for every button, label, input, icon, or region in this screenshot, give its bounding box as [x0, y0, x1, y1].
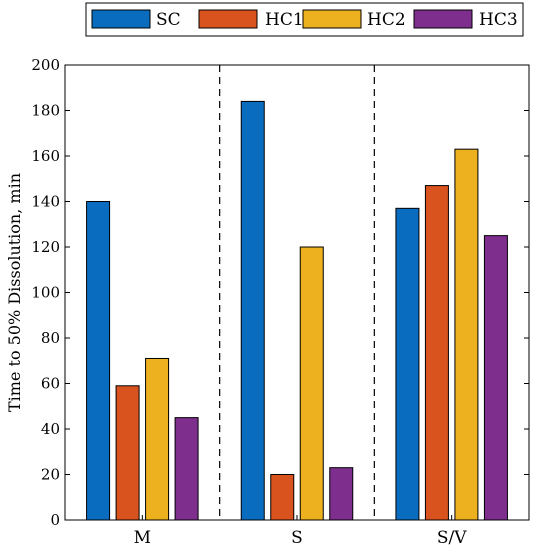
y-axis-ticks: 0 20 40 60 80 100 120 140 160 180 200 [31, 56, 529, 529]
y-tick-label: 60 [41, 375, 60, 393]
legend-label-hc1: HC1 [265, 10, 304, 30]
legend: SC HC1 HC2 HC3 [85, 2, 524, 37]
x-tick-label: S [291, 528, 303, 548]
y-tick-label: 120 [31, 238, 60, 256]
y-tick-label: 20 [41, 466, 60, 484]
legend-label-hc3: HC3 [479, 10, 518, 30]
x-axis-ticks: M S S/V [134, 515, 467, 548]
bar-hc3-s [329, 467, 354, 521]
y-tick-label: 140 [31, 193, 60, 211]
y-tick-label: 100 [31, 284, 60, 302]
y-tick-label: 200 [31, 56, 60, 74]
group-separators [219, 65, 375, 520]
bar-hc1-s [270, 474, 295, 521]
y-tick-label: 80 [41, 329, 60, 347]
y-tick-label: 180 [31, 102, 60, 120]
x-tick-label: S/V [437, 528, 467, 548]
legend-swatch-hc1 [198, 9, 258, 29]
y-axis-title: Time to 50% Dissolution, min [5, 173, 24, 412]
legend-swatch-hc2 [302, 9, 362, 29]
bar-hc1-m [115, 385, 140, 521]
bar-hc3-sv [483, 235, 508, 521]
legend-label-hc2: HC2 [367, 10, 406, 30]
y-tick-label: 160 [31, 147, 60, 165]
bar-hc2-m [145, 357, 170, 521]
legend-swatch-hc3 [413, 9, 473, 29]
y-tick-label: 0 [50, 511, 60, 529]
y-tick-label: 40 [41, 420, 60, 438]
bar-hc3-m [174, 417, 199, 521]
bar-sc-m [86, 201, 111, 521]
bar-sc-s [240, 100, 265, 521]
plot-area: 0 20 40 60 80 100 120 140 160 180 200 M S S/V [31, 56, 530, 548]
bar-hc2-s [299, 246, 324, 521]
bar-sc-sv [395, 207, 420, 521]
legend-label-sc: SC [156, 10, 181, 30]
x-tick-label: M [134, 528, 151, 548]
bars [86, 100, 508, 521]
bar-hc2-sv [454, 148, 479, 521]
legend-swatch-sc [91, 9, 151, 29]
bar-hc1-sv [424, 185, 449, 521]
